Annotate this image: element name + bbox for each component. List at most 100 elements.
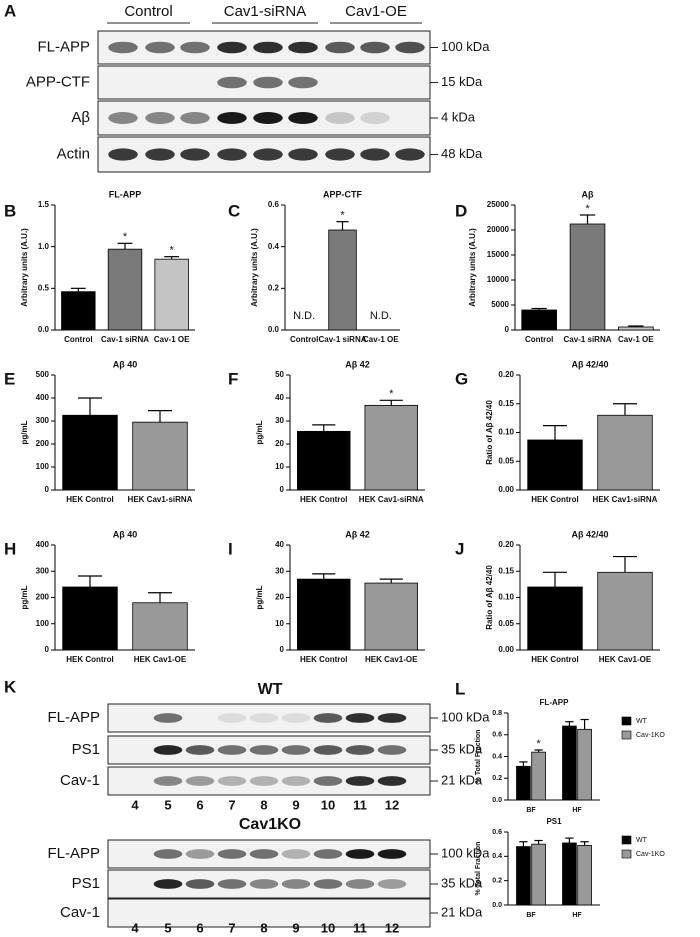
group-label: Cav1-siRNA [224,3,307,20]
band [325,148,355,161]
y-tick-label: 10 [275,619,284,628]
y-tick-label: 25000 [487,200,510,209]
row-label: Actin [57,145,90,162]
lane-number: 6 [196,920,203,935]
y-tick-label: 0 [45,645,50,654]
group-label: Cav1-OE [345,3,407,20]
band [313,849,343,859]
lane-number: 8 [260,797,267,812]
band [288,41,318,54]
y-tick-label: 0.0 [492,797,502,804]
x-tick-label: HEK Cav1-siRNA [128,495,193,504]
panel-letter: J [455,539,464,558]
significance-mark: * [389,388,394,400]
lane-number: 7 [228,920,235,935]
y-tick-label: 5000 [491,300,509,309]
bar [364,582,418,651]
band [217,76,247,89]
band [217,849,247,859]
x-tick-label: HF [572,807,582,814]
chart-title: Aβ 40 [113,359,138,369]
panel-letter: H [4,539,16,558]
y-tick-label: 0.10 [498,428,514,437]
band [217,41,247,54]
x-tick-label: Control [290,335,318,344]
band [288,112,318,124]
y-tick-label: 400 [36,393,50,402]
size-label: 4 kDa [441,109,476,124]
bar [297,430,351,491]
bar [597,571,653,651]
chart-title: Aβ 42/40 [571,529,608,539]
chart-title: Aβ 40 [113,529,138,539]
x-tick-label: HEK Control [66,495,114,504]
panel-letter: F [228,369,238,388]
legend-swatch [621,835,632,845]
chart-title: Aβ 42 [345,529,370,539]
bar [562,842,577,906]
lane-number: 8 [260,920,267,935]
band [253,41,283,54]
band [360,41,390,54]
band [153,713,183,723]
band [249,849,279,859]
bar [527,586,583,651]
band [313,745,343,755]
panel-letter: G [455,369,468,388]
panel-letter: B [4,201,16,220]
x-tick-label: Cav-1 OE [618,335,654,344]
size-label: 100 kDa [441,39,490,54]
y-tick-label: 0.0 [268,325,280,334]
band [185,776,215,786]
y-tick-label: 0 [505,325,510,334]
x-tick-label: Cav-1 OE [154,335,190,344]
band [217,745,247,755]
legend-swatch [621,716,632,726]
panel-letter: E [4,369,15,388]
x-tick-label: HEK Control [531,655,579,664]
value-label: N.D. [293,310,315,322]
y-tick-label: 10000 [487,275,510,284]
x-tick-label: HEK Control [300,655,348,664]
y-tick-label: 0.4 [492,853,502,860]
band [217,148,247,161]
bar [618,326,654,331]
y-tick-label: 15000 [487,250,510,259]
x-tick-label: HEK Control [531,495,579,504]
lane-number: 5 [164,920,171,935]
band [153,849,183,859]
band [249,713,279,723]
y-tick-label: 300 [36,566,50,575]
legend-swatch [621,730,632,740]
lane-number: 4 [131,920,139,935]
legend-label: WT [636,837,648,844]
band [395,148,425,161]
band [313,879,343,889]
blot-title: Cav1KO [239,816,301,833]
y-axis-label: pg/mL [255,420,264,444]
bar [154,258,189,331]
band [360,148,390,161]
band [217,713,247,723]
x-tick-label: BF [526,912,536,919]
row-label: FL-APP [37,38,90,55]
x-tick-label: HF [572,912,582,919]
y-tick-label: 100 [36,462,50,471]
band [281,745,311,755]
band [345,879,375,889]
y-tick-label: 0.20 [498,540,514,549]
row-label: APP-CTF [26,73,90,90]
band [185,849,215,859]
y-tick-label: 0.6 [268,200,280,209]
y-tick-label: 10 [275,462,284,471]
y-tick-label: 0.6 [492,829,502,836]
significance-mark: * [585,203,590,215]
band [377,776,407,786]
y-tick-label: 30 [275,566,284,575]
y-tick-label: 0 [45,485,50,494]
y-tick-label: 0.0 [492,902,502,909]
x-tick-label: HEK Control [66,655,114,664]
y-tick-label: 1.5 [38,200,50,209]
x-tick-label: Cav-1 siRNA [101,335,149,344]
band [288,76,318,89]
